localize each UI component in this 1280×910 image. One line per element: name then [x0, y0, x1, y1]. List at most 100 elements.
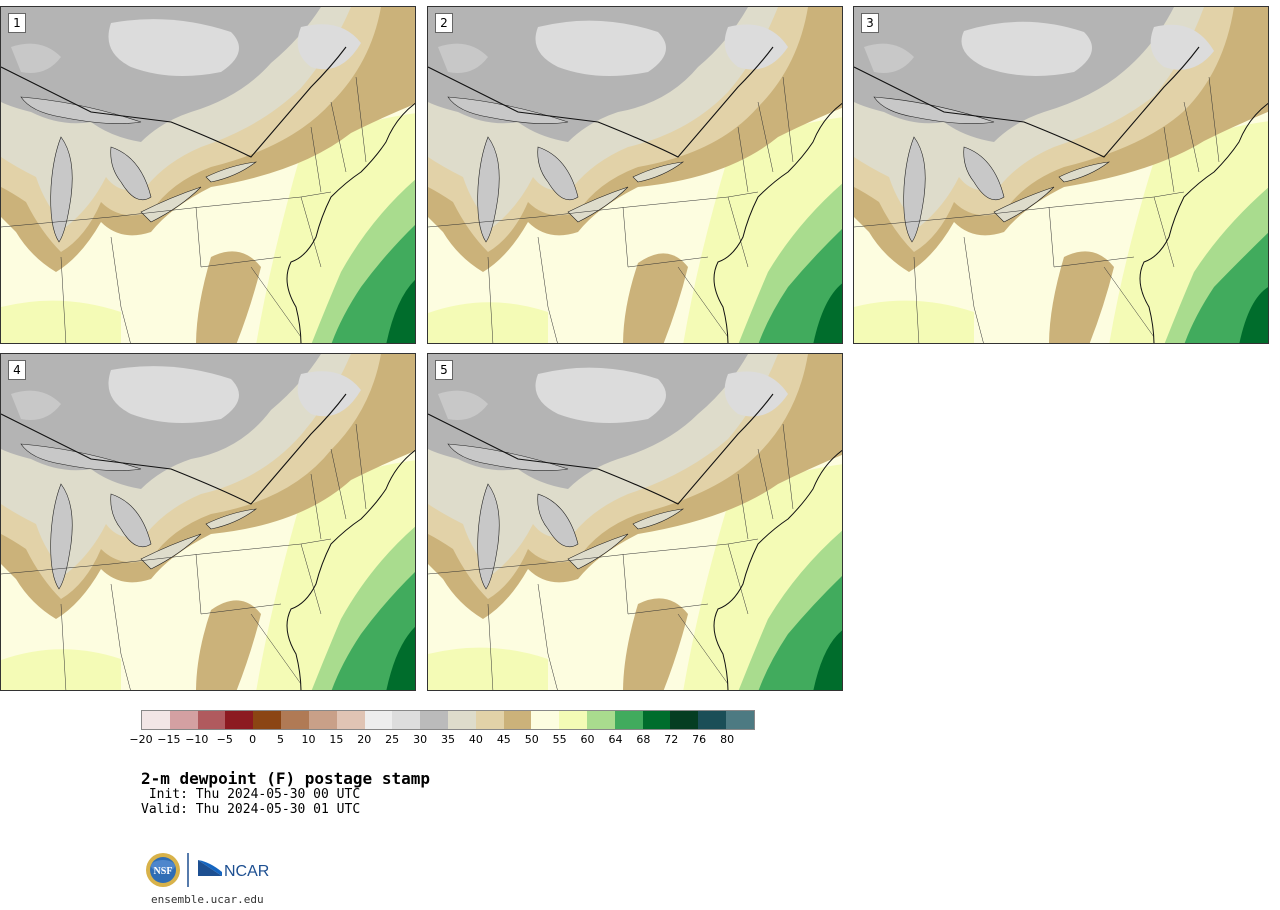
dewpoint-band-68 [813, 630, 842, 690]
dewpoint-band-25 [724, 24, 788, 70]
lake-huron [537, 493, 579, 548]
dewpoint-map-5 [428, 354, 842, 690]
legend-tick-label: 0 [249, 733, 257, 746]
panel-label: 4 [8, 360, 26, 380]
border-line [1, 393, 347, 505]
init-time: Init: Thu 2024-05-30 00 UTC [141, 787, 361, 802]
dewpoint-patch-45 [1049, 251, 1114, 343]
color-legend-ticks: −20 −15 −10 −5 0 5 10 15 20 25 30 35 40 45 50 55 60 64 68 7… [129, 733, 781, 747]
lake-superior [447, 96, 569, 124]
dewpoint-map-4 [1, 354, 415, 690]
dewpoint-band-68 [386, 627, 415, 690]
dewpoint-band-64 [1184, 232, 1268, 343]
legend-swatch [392, 711, 421, 729]
lake-michigan [50, 483, 73, 590]
legend-swatch [336, 711, 365, 729]
legend-tick-label: 60 [580, 733, 595, 746]
legend-tick-label: 20 [357, 733, 372, 746]
dewpoint-map-1 [1, 7, 415, 343]
dewpoint-band-25 [108, 19, 239, 76]
border-line [428, 46, 774, 158]
panel-label: 3 [861, 13, 879, 33]
legend-tick-label: 64 [608, 733, 623, 746]
dewpoint-band-25 [438, 390, 488, 420]
legend-tick-label: −5 [216, 733, 233, 746]
valid-time: Valid: Thu 2024-05-30 01 UTC [141, 802, 361, 817]
state-boundaries [854, 76, 1220, 343]
lake-erie [567, 533, 629, 570]
lake-michigan [477, 136, 500, 243]
dewpoint-patch-45 [196, 251, 261, 343]
legend-swatch [142, 711, 170, 729]
legend-swatch [475, 711, 504, 729]
legend-swatch [281, 711, 309, 729]
lake-erie [993, 186, 1055, 223]
legend-tick-label: 30 [413, 733, 428, 746]
legend-tick-label: −20 [129, 733, 153, 746]
lake-huron [110, 146, 152, 201]
map-panel-1: 1 [0, 6, 416, 344]
dewpoint-band-64 [758, 575, 842, 690]
legend-tick-label: 50 [524, 733, 539, 746]
legend-tick-label: 10 [301, 733, 316, 746]
border-line [1, 46, 347, 158]
legend-swatch [169, 711, 198, 729]
legend-tick-label: 55 [552, 733, 567, 746]
logo-group: NSF NCAR [146, 853, 269, 887]
legend-tick-label: −15 [157, 733, 181, 746]
lake-ontario [632, 508, 685, 530]
state-boundaries [1, 76, 367, 343]
lake-michigan [903, 136, 926, 243]
map-panel-3: 3 [853, 6, 1269, 344]
legend-swatch [642, 711, 671, 729]
state-boundaries [1, 423, 367, 690]
coastline [713, 102, 842, 343]
dewpoint-patch-45 [623, 253, 688, 343]
dewpoint-band-25 [535, 367, 666, 423]
legend-tick-label: 25 [385, 733, 400, 746]
dewpoint-band-25 [11, 43, 61, 73]
lake-huron [963, 146, 1005, 201]
legend-swatch [531, 711, 560, 729]
legend-swatch [225, 711, 254, 729]
dewpoint-band-55 [1, 300, 121, 343]
map-panel-2: 2 [427, 6, 843, 344]
legend-tick-label: 80 [720, 733, 735, 746]
legend-swatch [308, 711, 337, 729]
dewpoint-band-25 [438, 43, 488, 73]
legend-swatch [698, 711, 727, 729]
legend-swatch [587, 711, 615, 729]
dewpoint-band-64 [331, 571, 415, 690]
legend-swatch [253, 711, 282, 729]
color-legend-bar [141, 710, 755, 730]
legend-swatch [503, 711, 532, 729]
border-line [854, 46, 1200, 158]
nsf-logo: NSF [146, 853, 180, 887]
legend-tick-label: 15 [329, 733, 344, 746]
dewpoint-band-25 [864, 43, 914, 73]
coastline [713, 449, 842, 690]
svg-text:NCAR: NCAR [224, 863, 269, 880]
dewpoint-band-25 [297, 371, 361, 417]
svg-text:NSF: NSF [154, 866, 173, 877]
lake-michigan [477, 483, 500, 590]
dewpoint-band-68 [813, 283, 842, 343]
panel-label: 1 [8, 13, 26, 33]
dewpoint-band-25 [108, 366, 239, 423]
dewpoint-band-25 [961, 21, 1092, 76]
legend-tick-label: 5 [277, 733, 285, 746]
dewpoint-band-25 [11, 390, 61, 420]
legend-swatch [726, 711, 754, 729]
legend-swatch [670, 711, 699, 729]
dewpoint-patch-45 [623, 598, 688, 690]
legend-tick-label: 40 [468, 733, 483, 746]
coastline [1139, 102, 1268, 343]
ncar-logo: NCAR [198, 860, 269, 880]
legend-tick-label: 35 [441, 733, 455, 746]
dewpoint-band-25 [724, 371, 788, 417]
border-line [428, 393, 774, 505]
state-boundaries [428, 423, 794, 690]
state-boundaries [428, 76, 794, 343]
legend-tick-label: 45 [496, 733, 511, 746]
dewpoint-band-64 [758, 228, 842, 343]
